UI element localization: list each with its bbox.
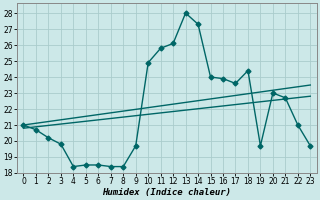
- X-axis label: Humidex (Indice chaleur): Humidex (Indice chaleur): [102, 188, 231, 197]
